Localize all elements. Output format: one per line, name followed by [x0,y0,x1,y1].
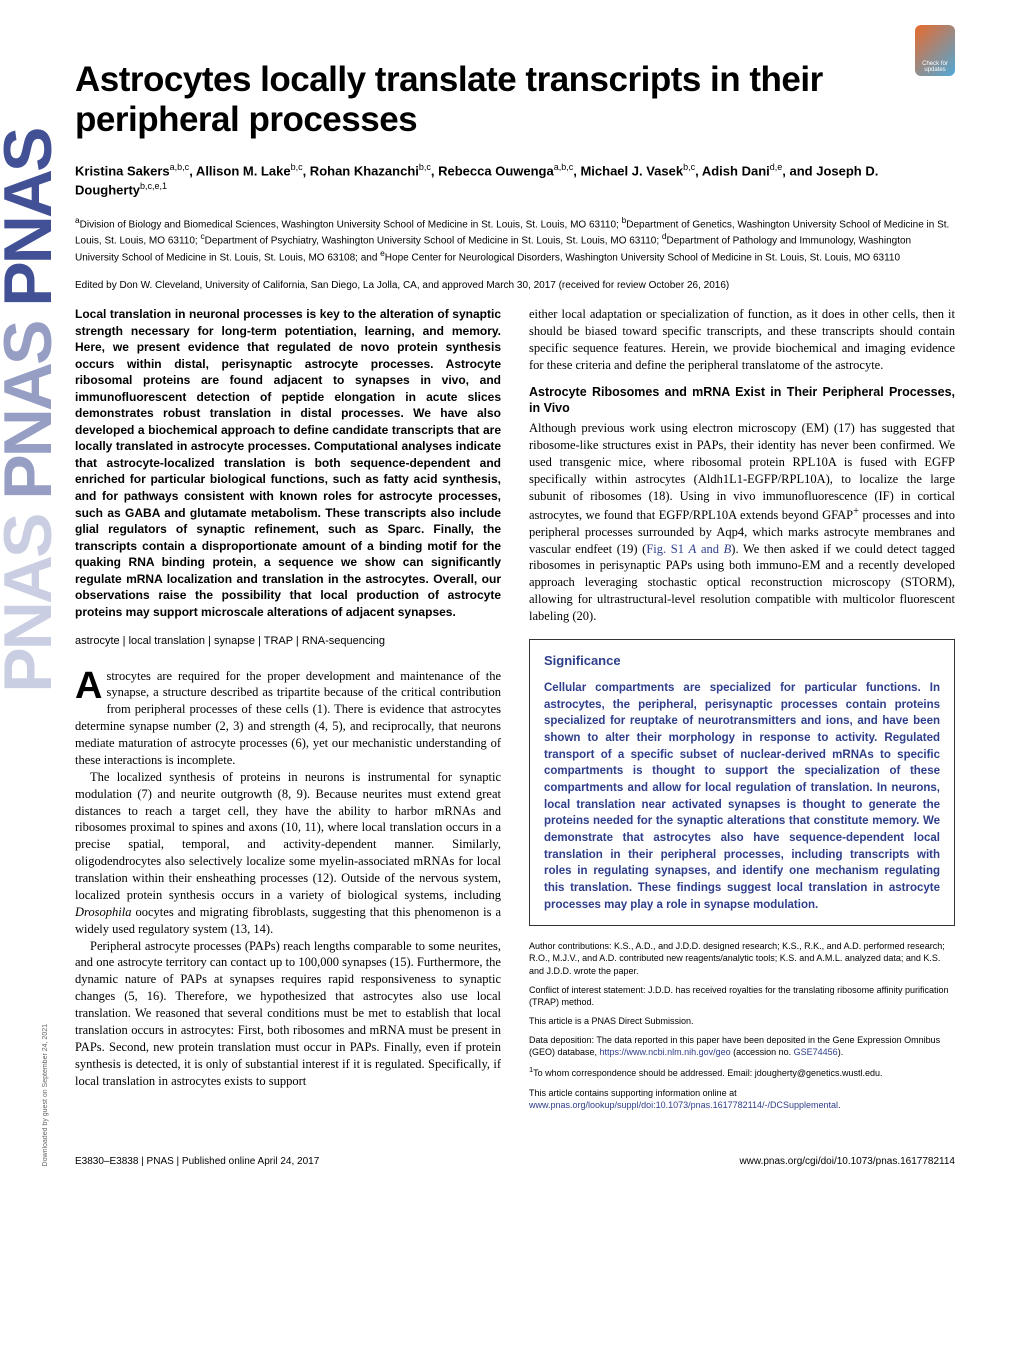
right-p2: Although previous work using electron mi… [529,420,955,625]
article-title: Astrocytes locally translate transcripts… [75,60,955,141]
authors-line: Kristina Sakersa,b,c, Allison M. Lakeb,c… [75,161,955,200]
significance-box: Significance Cellular compartments are s… [529,639,955,926]
keywords: astrocyte | local translation | synapse … [75,634,501,649]
conflict-of-interest: Conflict of interest statement: J.D.D. h… [529,984,955,1008]
footnotes: Author contributions: K.S., A.D., and J.… [529,940,955,1111]
right-p1: either local adaptation or specializatio… [529,306,955,374]
direct-submission: This article is a PNAS Direct Submission… [529,1015,955,1027]
data-deposition: Data deposition: The data reported in th… [529,1034,955,1058]
section-heading: Astrocyte Ribosomes and mRNA Exist in Th… [529,384,955,418]
abstract: Local translation in neuronal processes … [75,306,501,620]
footer-left: E3830–E3838 | PNAS | Published online Ap… [75,1156,319,1167]
body-p1: Astrocytes are required for the proper d… [75,668,501,769]
author-contributions: Author contributions: K.S., A.D., and J.… [529,940,955,976]
significance-text: Cellular compartments are specialized fo… [544,680,940,913]
supporting-info: This article contains supporting informa… [529,1087,955,1111]
body-p2: The localized synthesis of proteins in n… [75,769,501,938]
body-p3: Peripheral astrocyte processes (PAPs) re… [75,938,501,1090]
check-updates-badge[interactable]: Check for updates [915,25,955,76]
significance-title: Significance [544,652,940,670]
affiliations: aDivision of Biology and Biomedical Scie… [75,215,955,265]
page-footer: E3830–E3838 | PNAS | Published online Ap… [75,1148,955,1167]
edited-by-line: Edited by Don W. Cleveland, University o… [75,280,955,291]
footer-right: www.pnas.org/cgi/doi/10.1073/pnas.161778… [739,1156,955,1167]
correspondence: 1To whom correspondence should be addres… [529,1065,955,1079]
